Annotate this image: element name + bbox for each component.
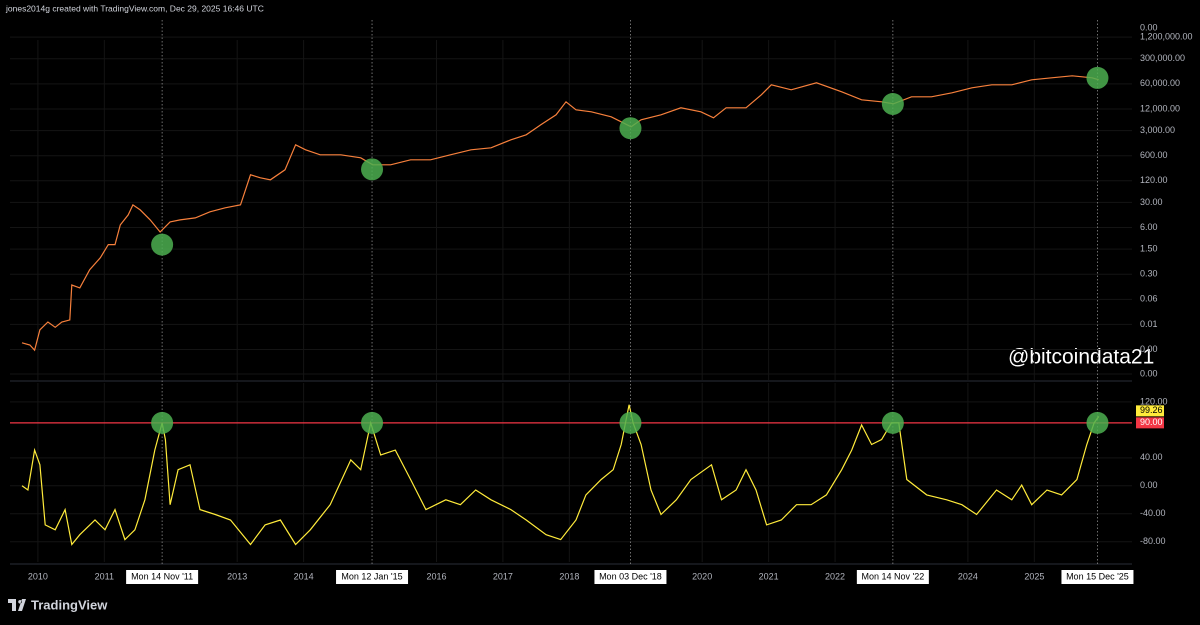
x-tick-label: 2014 [294,571,314,581]
signal-date-label: Mon 03 Dec '18 [599,571,662,581]
brand-logo: TradingView [8,597,108,612]
brand: TradingView [31,597,108,612]
y-tick-label: -40.00 [1140,508,1166,518]
y-tick-label: 12,000.00 [1140,103,1180,113]
series-line [21,75,1099,352]
signal-marker [361,411,384,434]
y-tick-label: 120.00 [1140,396,1168,406]
header: jones2014g created with TradingView.com,… [5,3,264,13]
y-tick-label: 60,000.00 [1140,78,1180,88]
y-tick-label: 300,000.00 [1140,53,1185,63]
y-tick-label: 0.00 [1140,344,1158,354]
signal-marker [1086,411,1109,434]
signal-date-box [594,570,667,584]
x-tick-label: 2022 [825,571,845,581]
y-tick-label: 0.01 [1140,319,1158,329]
y-tick-label: 3,000.00 [1140,125,1175,135]
signal-marker [361,158,384,181]
x-tick-label: 2021 [759,571,779,581]
signal-date-label: Mon 15 Dec '25 [1066,571,1129,581]
signal-marker [1086,66,1109,89]
signal-date-box [126,570,199,584]
scale-label: 0.00 [1140,22,1158,32]
x-tick-label: 2018 [559,571,579,581]
x-tick-label: 2017 [493,571,513,581]
y-tick-label: -80.00 [1140,536,1166,546]
signal-marker [151,411,174,434]
threshold-tag [1136,417,1164,429]
y-tick-label: 1.50 [1140,244,1158,254]
x-tick-label: 2013 [227,571,247,581]
y-tick-label: 0.00 [1140,480,1158,490]
logo-icon [8,599,26,611]
y-tick-label: 0.06 [1140,294,1158,304]
y-tick-label: 0.30 [1140,269,1158,279]
last-value-tag [1136,405,1164,417]
signal-date-box [856,570,929,584]
y-tick-label: 30.00 [1140,197,1163,207]
signal-marker [619,117,642,140]
x-tick-label: 2011 [95,571,114,581]
x-tick-label: 2024 [958,571,978,581]
y-tick-label: 600.00 [1140,150,1168,160]
signal-date-label: Mon 12 Jan '15 [341,571,402,581]
signal-marker [881,411,904,434]
series-line [21,404,1100,546]
threshold-tag-label: 90.00 [1140,417,1163,427]
last-value-label: 99.26 [1140,405,1163,415]
y-tick-label: 1,200,000.00 [1140,32,1193,42]
signal-marker [619,411,642,434]
y-tick-label: 40.00 [1140,452,1163,462]
x-tick-label: 2016 [426,571,446,581]
y-tick-label: 0.00 [1140,368,1158,378]
x-tick-label: 2025 [1024,571,1044,581]
signal-marker [881,93,904,116]
x-tick-label: 2010 [28,571,48,581]
signal-date-box [1061,570,1134,584]
x-tick-label: 2020 [692,571,712,581]
y-tick-label: 6.00 [1140,222,1158,232]
watermark: @bitcoindata21 [1008,346,1154,369]
signal-date-label: Mon 14 Nov '22 [861,571,924,581]
signal-date-label: Mon 14 Nov '11 [131,571,193,581]
signal-marker [151,233,174,256]
signal-date-box [336,570,409,584]
y-tick-label: 120.00 [1140,175,1168,185]
